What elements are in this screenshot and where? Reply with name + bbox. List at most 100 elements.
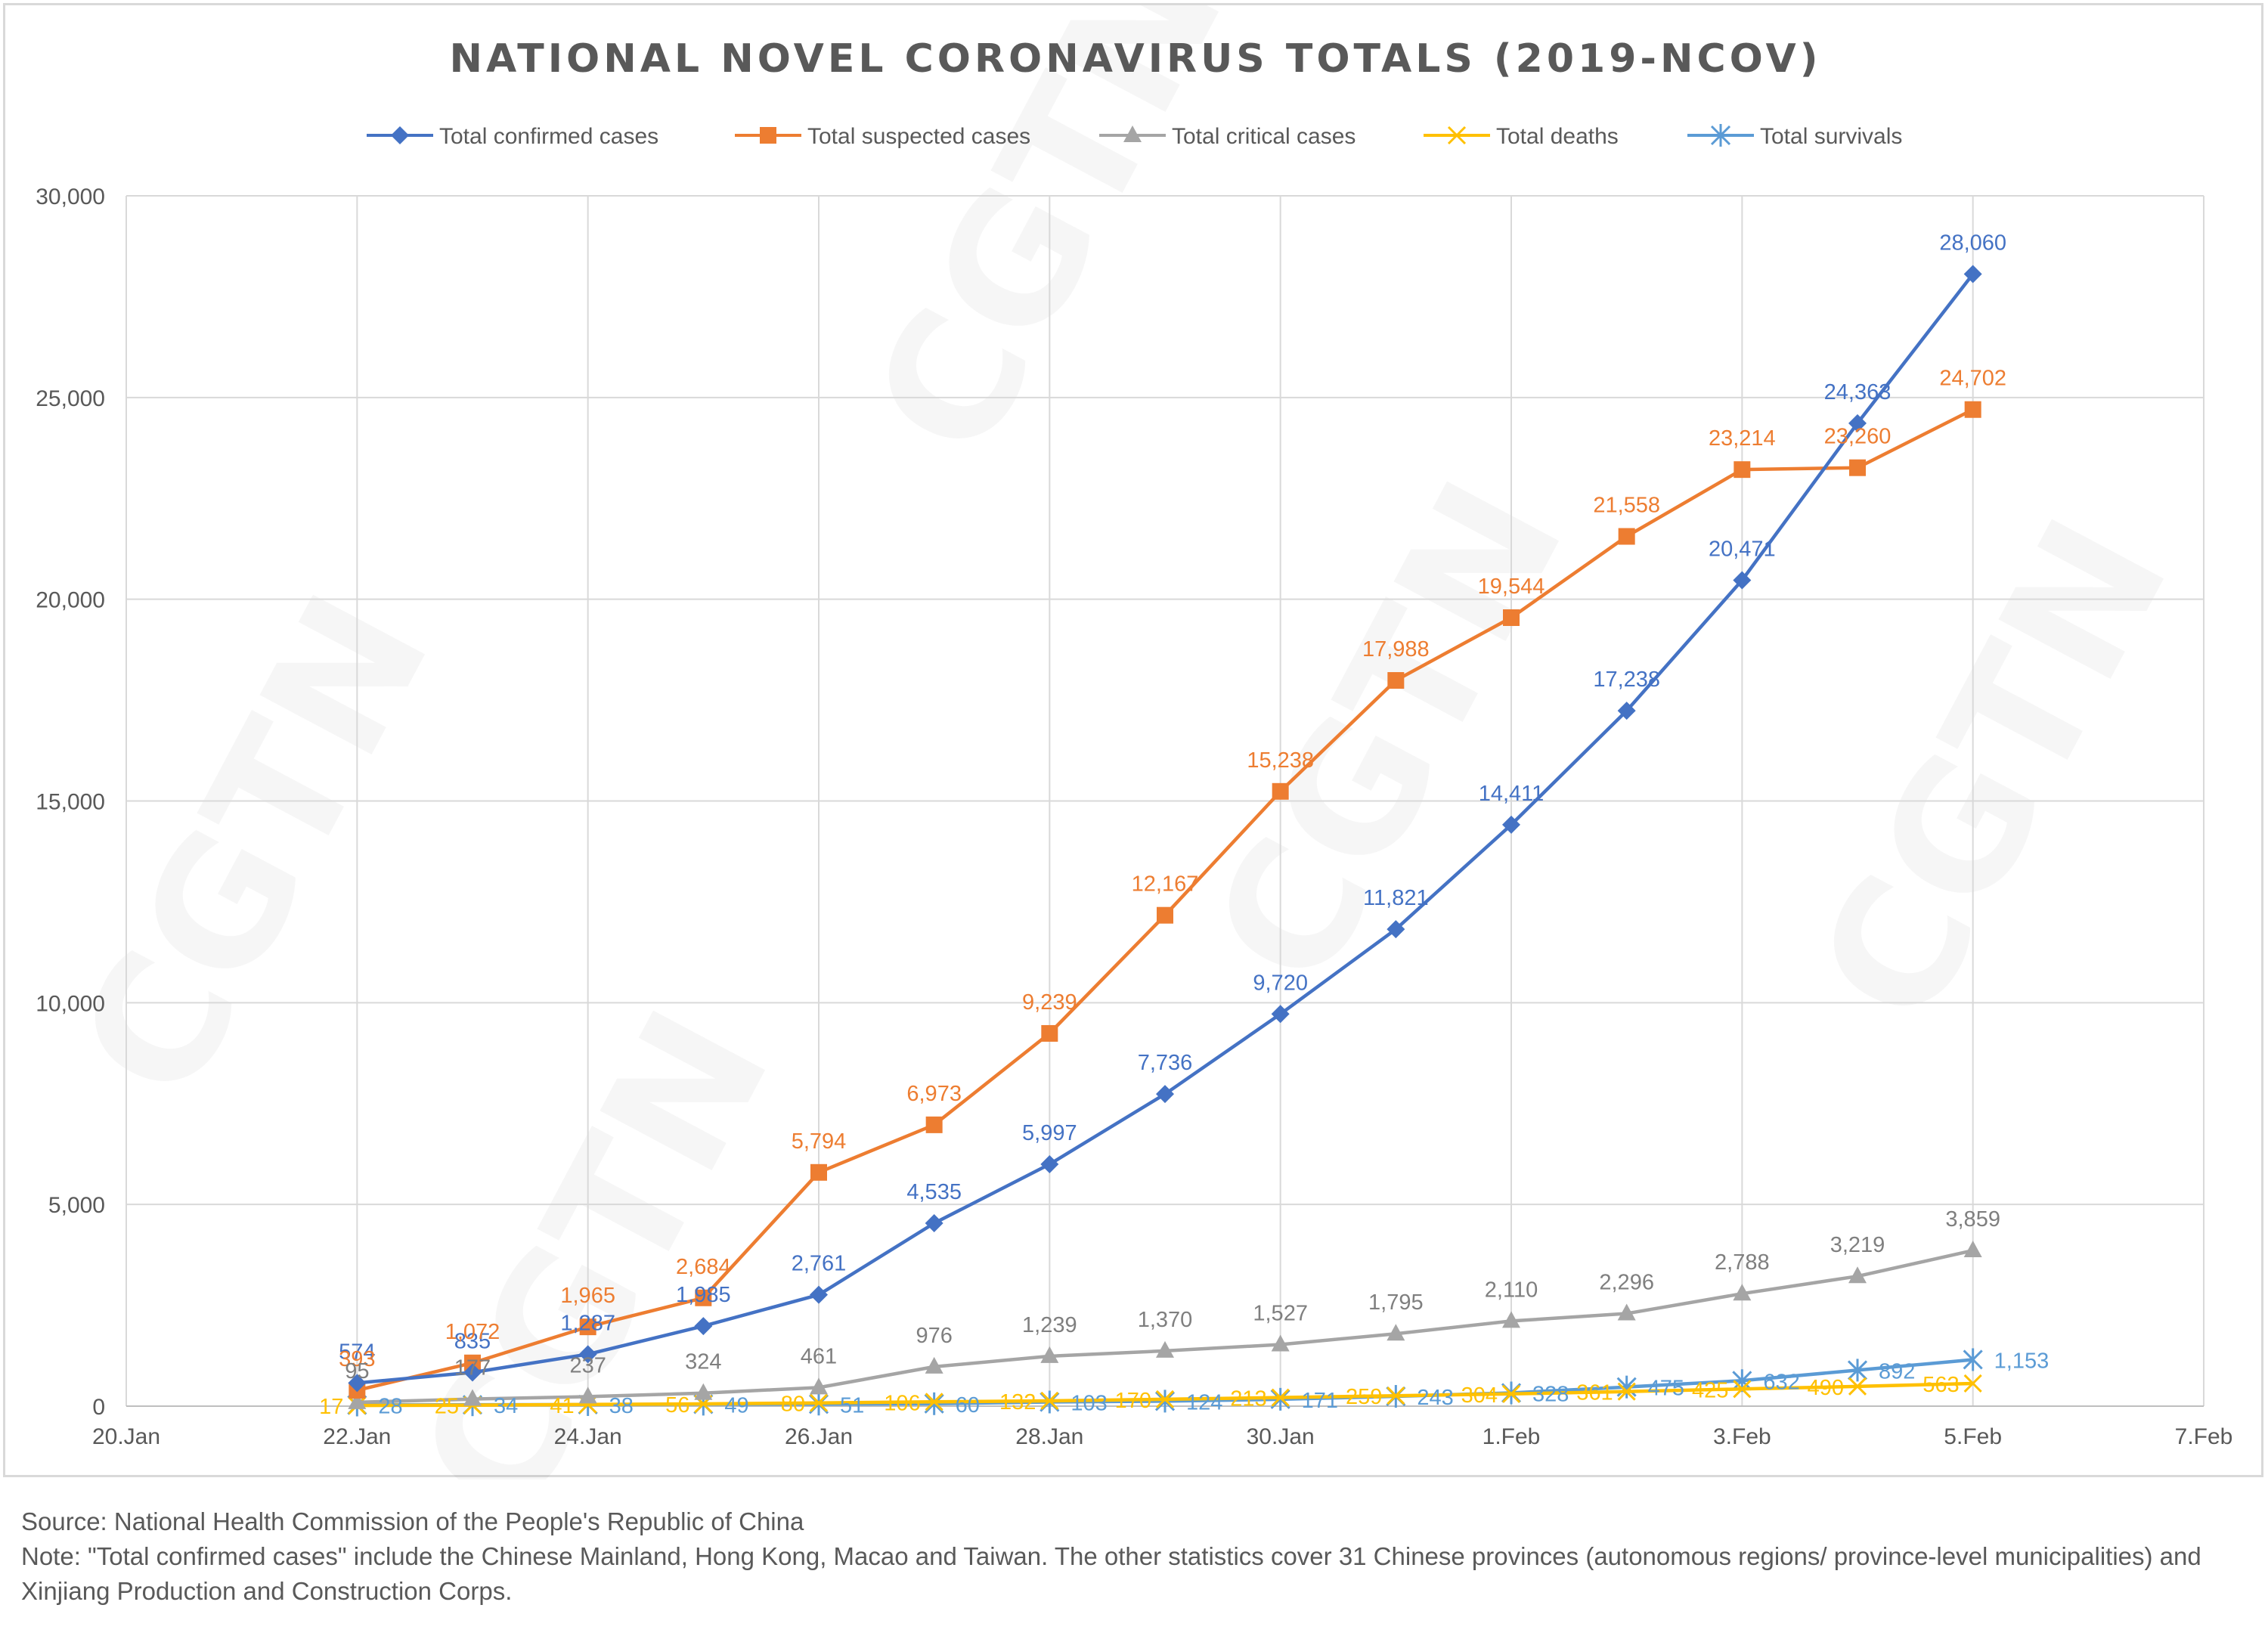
legend-item: Total critical cases [1099, 124, 1356, 149]
y-tick-label: 25,000 [36, 386, 105, 411]
x-marker [1733, 1380, 1752, 1399]
x-tick-label: 20.Jan [92, 1424, 160, 1449]
data-label: 95 [345, 1359, 369, 1383]
diamond-marker [1271, 1005, 1290, 1024]
legend-label: Total critical cases [1172, 124, 1356, 149]
x-marker-stroke [1271, 1388, 1290, 1407]
triangle-marker [1271, 1334, 1290, 1352]
data-label: 80 [781, 1393, 805, 1417]
data-label: 1,795 [1368, 1290, 1424, 1315]
x-marker [1155, 1390, 1175, 1408]
data-label: 1,985 [676, 1283, 731, 1307]
x-tick-label: 28.Jan [1015, 1424, 1083, 1449]
data-label: 5,794 [792, 1129, 847, 1154]
x-marker [1040, 1391, 1059, 1411]
data-label: 15,238 [1247, 748, 1314, 773]
data-label: 28 [378, 1395, 402, 1419]
series-1 [349, 401, 1981, 1399]
data-label: 1,965 [560, 1284, 615, 1308]
triangle-marker [925, 1356, 943, 1374]
chart-title: NATIONAL NOVEL CORONAVIRUS TOTALS (2019-… [450, 36, 1822, 82]
data-label: 632 [1763, 1370, 1799, 1394]
x-marker-stroke [1155, 1390, 1175, 1408]
data-label: 170 [1115, 1389, 1151, 1413]
data-label: 38 [609, 1394, 634, 1418]
square-marker [695, 1289, 712, 1306]
x-marker-stroke [1963, 1374, 1982, 1393]
data-label: 24,702 [1939, 367, 2006, 391]
watermark-text: CGTN [42, 565, 469, 1129]
x-marker-stroke [1848, 1377, 1867, 1396]
y-tick-label: 5,000 [48, 1193, 105, 1218]
x-marker [925, 1393, 943, 1411]
data-label: 2,684 [676, 1255, 731, 1279]
data-label: 3,859 [1945, 1207, 2000, 1232]
data-label: 835 [454, 1329, 491, 1353]
square-marker [464, 1354, 481, 1371]
data-label: 563 [1923, 1373, 1959, 1397]
source-note: Source: National Health Commission of th… [21, 1507, 804, 1535]
data-label: 243 [1417, 1386, 1453, 1410]
square-marker [1734, 461, 1751, 479]
triangle-marker [1733, 1284, 1752, 1301]
data-label: 892 [1879, 1359, 1915, 1383]
data-label: 490 [1808, 1376, 1844, 1400]
data-label: 361 [1576, 1381, 1613, 1405]
data-label: 9,239 [1022, 990, 1077, 1015]
triangle-marker [1156, 1340, 1174, 1358]
diamond-marker [348, 1374, 367, 1393]
diamond-marker [1963, 265, 1982, 283]
data-label: 425 [1692, 1378, 1728, 1402]
watermark-text: CGTN [1780, 489, 2208, 1053]
y-tick-label: 10,000 [36, 991, 105, 1016]
data-label: 2,788 [1715, 1250, 1770, 1275]
data-label: 25 [435, 1395, 459, 1419]
triangle-marker [1123, 125, 1142, 142]
note-text: Note: "Total confirmed cases" include th… [21, 1542, 2208, 1605]
x-marker [1387, 1386, 1405, 1405]
x-marker [1848, 1377, 1867, 1396]
data-label: 237 [569, 1353, 606, 1377]
series-layer [347, 265, 1983, 1417]
data-label: 4,535 [906, 1180, 962, 1204]
x-tick-label: 22.Jan [323, 1424, 391, 1449]
legend-item: Total deaths [1424, 124, 1619, 149]
square-marker [1618, 528, 1635, 545]
series-2 [348, 1241, 1982, 1409]
x-tick-label: 7.Feb [2175, 1424, 2233, 1449]
star-marker [1710, 124, 1731, 147]
square-marker [1157, 906, 1173, 924]
diamond-marker [391, 126, 409, 144]
diamond-marker [925, 1213, 943, 1232]
x-marker-stroke [925, 1393, 943, 1411]
star-marker [1270, 1387, 1290, 1411]
data-label: 103 [1070, 1392, 1107, 1416]
data-label: 20,471 [1709, 538, 1776, 562]
data-label: 12,167 [1132, 872, 1199, 897]
square-marker [1849, 459, 1866, 476]
x-marker [1271, 1388, 1290, 1407]
square-marker [579, 1318, 596, 1336]
x-marker-stroke [1617, 1382, 1636, 1401]
x-tick-label: 30.Jan [1247, 1424, 1315, 1449]
chart-frame: CGTN CGTN CGTN CGTN CGTN NATIONAL NOVEL CORO… [3, 3, 2263, 1477]
y-tick-label: 30,000 [36, 184, 105, 209]
data-label: 19,544 [1478, 575, 1545, 599]
diamond-marker [1502, 815, 1520, 834]
data-label: 28,060 [1939, 231, 2006, 256]
square-marker [1964, 401, 1981, 418]
legend-label: Total deaths [1496, 124, 1619, 149]
data-label: 17,988 [1362, 637, 1430, 661]
data-label: 17 [319, 1395, 343, 1419]
data-label: 259 [1346, 1385, 1382, 1409]
diamond-marker [578, 1345, 597, 1364]
data-label: 60 [956, 1393, 980, 1417]
triangle-marker [1617, 1303, 1636, 1321]
star-marker [924, 1392, 944, 1415]
data-label: 393 [339, 1347, 375, 1371]
data-label-layer: 574 835 1,287 1,985 2,761 4,535 5,997 7,736 9,72… [319, 231, 2049, 1420]
data-label: 1,370 [1138, 1308, 1193, 1332]
data-label: 5,997 [1022, 1121, 1077, 1145]
star-marker [1154, 1390, 1176, 1413]
